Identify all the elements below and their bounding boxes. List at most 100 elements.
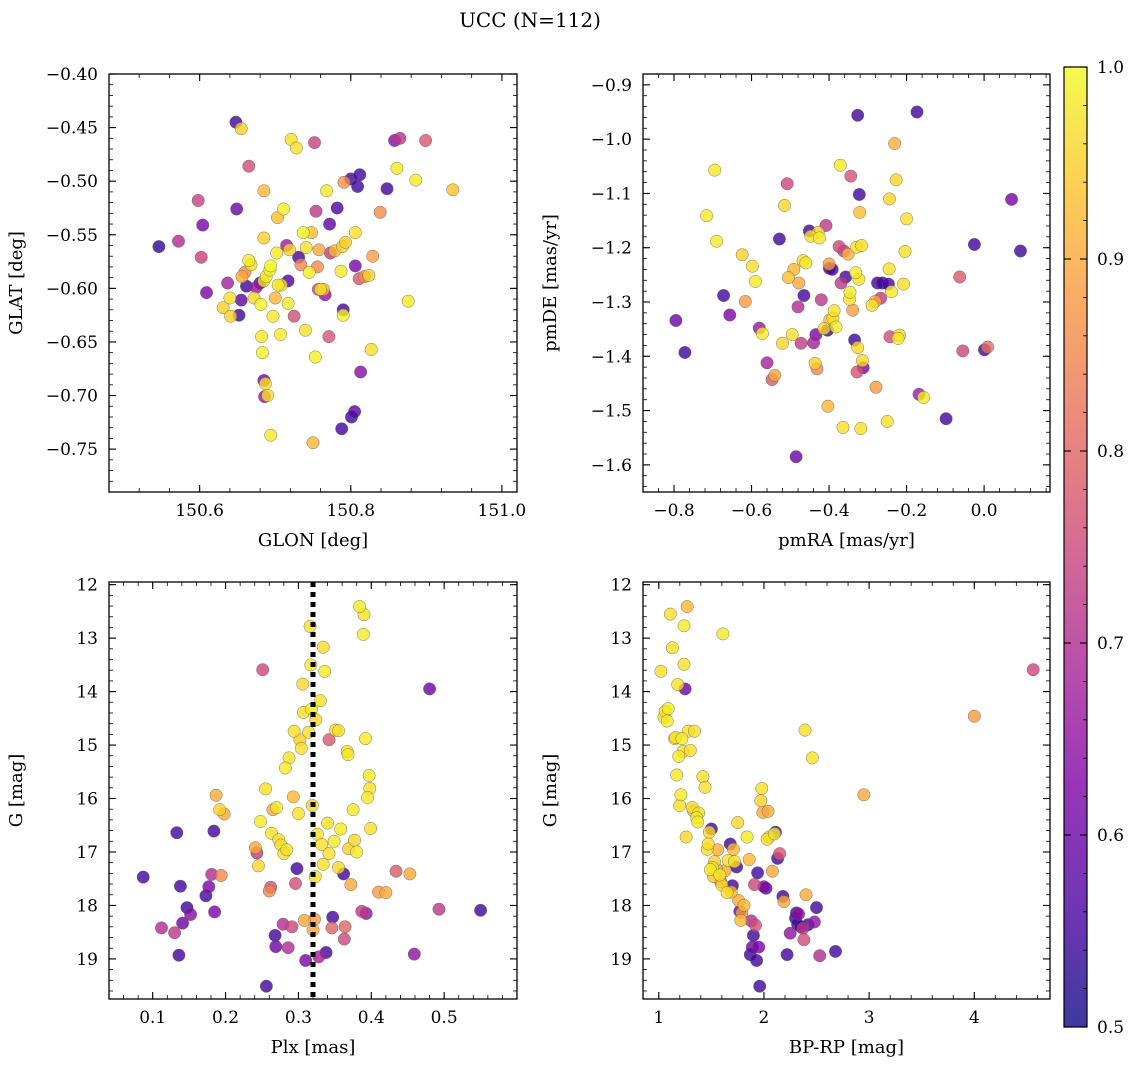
- y-tick-label: −1.4: [591, 347, 632, 367]
- y-tick-label: 13: [610, 629, 632, 649]
- data-point: [259, 979, 273, 993]
- data-point: [264, 428, 278, 442]
- data-point: [316, 857, 330, 871]
- data-point: [344, 878, 358, 891]
- data-point: [172, 948, 186, 962]
- data-point: [808, 915, 821, 929]
- data-point: [234, 122, 248, 136]
- data-point: [299, 241, 313, 255]
- data-point: [673, 799, 687, 812]
- data-point: [200, 286, 213, 299]
- data-point: [321, 816, 334, 830]
- data-point: [799, 888, 813, 902]
- data-point: [851, 341, 865, 354]
- data-point: [242, 254, 256, 267]
- data-point: [359, 732, 372, 745]
- plot-frame: [108, 73, 518, 493]
- data-point: [939, 412, 953, 426]
- data-point: [348, 259, 362, 273]
- data-point: [898, 245, 912, 258]
- data-point: [334, 264, 348, 278]
- data-point: [173, 879, 187, 893]
- data-point: [351, 180, 364, 193]
- data-point: [897, 277, 910, 291]
- data-point: [306, 436, 320, 450]
- data-point: [322, 733, 336, 747]
- data-point: [224, 309, 238, 323]
- data-point: [672, 749, 686, 763]
- x-tick-label: −0.2: [886, 501, 927, 521]
- data-point: [797, 289, 811, 302]
- x-tick-label: 0.5: [431, 1008, 458, 1028]
- data-point: [291, 807, 305, 820]
- data-point: [857, 788, 871, 802]
- data-point: [778, 198, 791, 212]
- data-point: [308, 350, 322, 364]
- y-tick-label: −1.3: [591, 293, 632, 313]
- data-point: [768, 368, 782, 382]
- data-point: [829, 320, 843, 334]
- y-tick-label: −0.40: [46, 65, 98, 85]
- scatter-points: [136, 600, 487, 993]
- data-point: [332, 724, 345, 737]
- data-point: [846, 303, 860, 317]
- data-point: [230, 202, 244, 216]
- data-point: [663, 607, 677, 621]
- data-point: [336, 308, 350, 322]
- data-point: [791, 300, 805, 314]
- data-point: [981, 340, 994, 354]
- data-point: [207, 824, 221, 838]
- data-point: [364, 343, 378, 356]
- data-point: [270, 801, 283, 814]
- y-tick-label: −0.45: [46, 119, 98, 139]
- data-point: [889, 173, 903, 187]
- data-point: [843, 285, 857, 299]
- data-point: [852, 188, 866, 201]
- data-point: [883, 192, 896, 206]
- x-tick-label: 0.1: [139, 1008, 166, 1028]
- data-point: [348, 226, 362, 240]
- data-point: [768, 827, 781, 841]
- panel-plx-g: 0.1 0.2 0.3 0.4 0.5 12 13 14 15 16 17 18 19 Plx [mas]…: [6, 576, 518, 1058]
- colorbar-tick-label: 0.9: [1097, 250, 1124, 270]
- data-point: [136, 870, 150, 884]
- data-point: [910, 105, 924, 119]
- data-point: [917, 391, 930, 404]
- data-point: [669, 314, 683, 327]
- data-point: [325, 921, 339, 935]
- x-axis-label: Plx [mas]: [271, 1037, 356, 1058]
- data-point: [854, 422, 868, 435]
- data-point: [281, 296, 295, 310]
- y-axis-label: G [mag]: [540, 754, 561, 827]
- data-point: [792, 907, 805, 921]
- data-point: [332, 861, 345, 874]
- y-tick-label: −0.70: [46, 387, 98, 407]
- y-tick-label: 16: [76, 790, 98, 810]
- data-point: [755, 782, 769, 795]
- data-point: [885, 285, 898, 299]
- data-point: [423, 682, 436, 696]
- data-point: [773, 232, 786, 246]
- data-point: [259, 782, 272, 796]
- data-point: [777, 895, 791, 909]
- data-point: [660, 714, 674, 728]
- data-point: [891, 331, 905, 345]
- x-tick-label: 0.2: [212, 1008, 239, 1028]
- data-point: [836, 420, 850, 434]
- data-point: [735, 248, 749, 262]
- y-tick-label: 15: [76, 736, 98, 756]
- data-point: [348, 833, 361, 847]
- data-point: [785, 328, 799, 341]
- data-point: [213, 803, 227, 817]
- data-point: [308, 136, 321, 150]
- data-point: [734, 914, 748, 927]
- data-point: [805, 751, 819, 765]
- data-point: [789, 450, 803, 464]
- data-point: [696, 770, 710, 783]
- data-point: [289, 141, 303, 155]
- x-tick-label: 3: [864, 1008, 875, 1028]
- data-point: [373, 205, 387, 219]
- data-point: [841, 247, 855, 261]
- data-point: [326, 910, 340, 924]
- data-point: [688, 724, 701, 738]
